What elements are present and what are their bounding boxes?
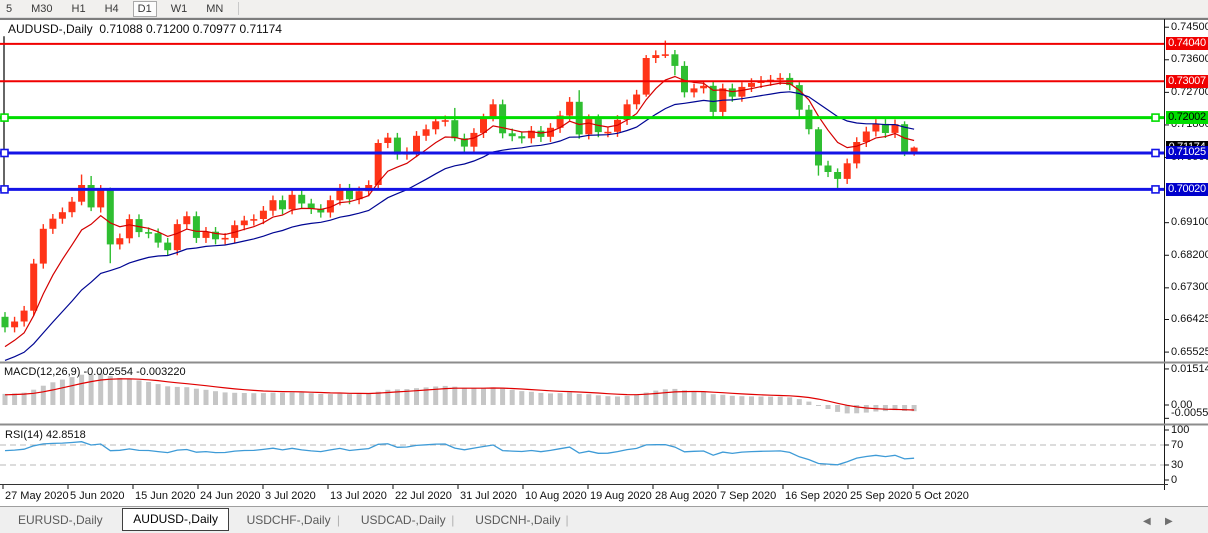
rsi-axis-100: 100 xyxy=(1171,423,1190,436)
price-tick-0.69100: 0.69100 xyxy=(1171,216,1208,229)
rsi-line xyxy=(4,441,915,466)
price-tick-0.72700: 0.72700 xyxy=(1171,85,1208,98)
hline-0.72002[interactable] xyxy=(0,113,1164,122)
date-label-10: 19 Aug 2020 xyxy=(590,490,652,502)
rsi-axis-0: 0 xyxy=(1171,473,1178,486)
macd-histogram xyxy=(2,373,917,414)
date-label-11: 28 Aug 2020 xyxy=(655,490,717,502)
tab-separator: | xyxy=(336,513,341,527)
macd-axis-0.00: 0.00 xyxy=(1171,399,1193,411)
macd-label: MACD(12,26,9) -0.002554 -0.003220 xyxy=(4,366,186,378)
tab-separator: | xyxy=(565,513,569,527)
price-tick-0.73600: 0.73600 xyxy=(1171,53,1208,66)
rsi-axis-30: 30 xyxy=(1171,458,1184,471)
tab-usdchf-daily[interactable]: USDCHF-,Daily xyxy=(246,513,331,527)
candles-layer xyxy=(1,40,918,333)
toolbar-separator xyxy=(238,2,240,15)
timeframe-5[interactable]: 5 xyxy=(6,2,13,15)
macd-axis-0.015142: 0.015142 xyxy=(1171,363,1208,375)
timeframe-toolbar: 5 M30 H1 H4 D1 W1 MN xyxy=(0,0,1208,18)
date-label-6: 13 Jul 2020 xyxy=(330,490,387,502)
price-tick-0.67300: 0.67300 xyxy=(1171,281,1208,294)
hline-0.70020[interactable] xyxy=(0,185,1164,194)
date-label-8: 31 Jul 2020 xyxy=(460,490,517,502)
price-badge-0.70020: 0.70020 xyxy=(1166,182,1208,196)
price-tick-0.74500: 0.74500 xyxy=(1171,20,1208,33)
price-badge-0.72002: 0.72002 xyxy=(1166,111,1208,125)
timeframe-h1[interactable]: H1 xyxy=(71,2,86,15)
price-tick-0.65525: 0.65525 xyxy=(1171,345,1208,358)
tab-eurusd-daily[interactable]: EURUSD-,Daily xyxy=(18,513,103,527)
date-label-9: 10 Aug 2020 xyxy=(525,490,587,502)
tab-audusd-daily[interactable]: AUDUSD-,Daily xyxy=(122,508,229,531)
date-label-14: 25 Sep 2020 xyxy=(850,490,913,502)
date-label-12: 7 Sep 2020 xyxy=(720,490,777,502)
price-badge-0.73007: 0.73007 xyxy=(1166,74,1208,88)
chart-title: AUDUSD-,Daily 0.71088 0.71200 0.70977 0.… xyxy=(8,22,282,36)
price-badge-0.71025: 0.71025 xyxy=(1166,146,1208,160)
timeframe-w1[interactable]: W1 xyxy=(170,2,188,15)
tab-usdcad-daily[interactable]: USDCAD-,Daily xyxy=(360,513,446,527)
timeframe-h4[interactable]: H4 xyxy=(104,2,119,15)
tab-usdcnh-daily[interactable]: USDCNH-,Daily xyxy=(475,513,561,527)
price-tick-0.68200: 0.68200 xyxy=(1171,248,1208,261)
date-label-15: 5 Oct 2020 xyxy=(915,490,969,502)
macd-signal-line xyxy=(4,378,915,411)
ma-fast-line xyxy=(4,75,915,348)
date-label-5: 3 Jul 2020 xyxy=(265,490,316,502)
price-badge-0.74040: 0.74040 xyxy=(1166,37,1208,51)
date-label-3: 15 Jun 2020 xyxy=(135,490,196,502)
symbol-tabbar: ◀ ▶ EURUSD-,Daily AUDUSD-,Daily USDCHF-,Da… xyxy=(0,506,1208,533)
date-label-7: 22 Jul 2020 xyxy=(395,490,452,502)
timeframe-d1[interactable]: D1 xyxy=(132,0,157,17)
date-label-2: 5 Jun 2020 xyxy=(70,490,125,502)
tab-separator: | xyxy=(451,513,455,527)
rsi-label: RSI(14) 42.8518 xyxy=(5,429,86,441)
tab-scroll-right-icon[interactable]: ▶ xyxy=(1165,516,1173,527)
timeframe-mn[interactable]: MN xyxy=(206,2,224,15)
timeframe-m30[interactable]: M30 xyxy=(31,2,53,15)
macd-axis--0.005595: -0.005595 xyxy=(1171,407,1208,419)
hline-0.71025[interactable] xyxy=(0,148,1164,158)
date-label-4: 24 Jun 2020 xyxy=(200,490,261,502)
date-label-13: 16 Sep 2020 xyxy=(785,490,848,502)
rsi-axis-70: 70 xyxy=(1171,438,1184,451)
tab-scroll-left-icon[interactable]: ◀ xyxy=(1143,516,1151,527)
price-tick-0.66425: 0.66425 xyxy=(1171,313,1208,325)
ma-slow-line xyxy=(4,91,915,361)
date-label-1: 27 May 2020 xyxy=(5,490,69,502)
